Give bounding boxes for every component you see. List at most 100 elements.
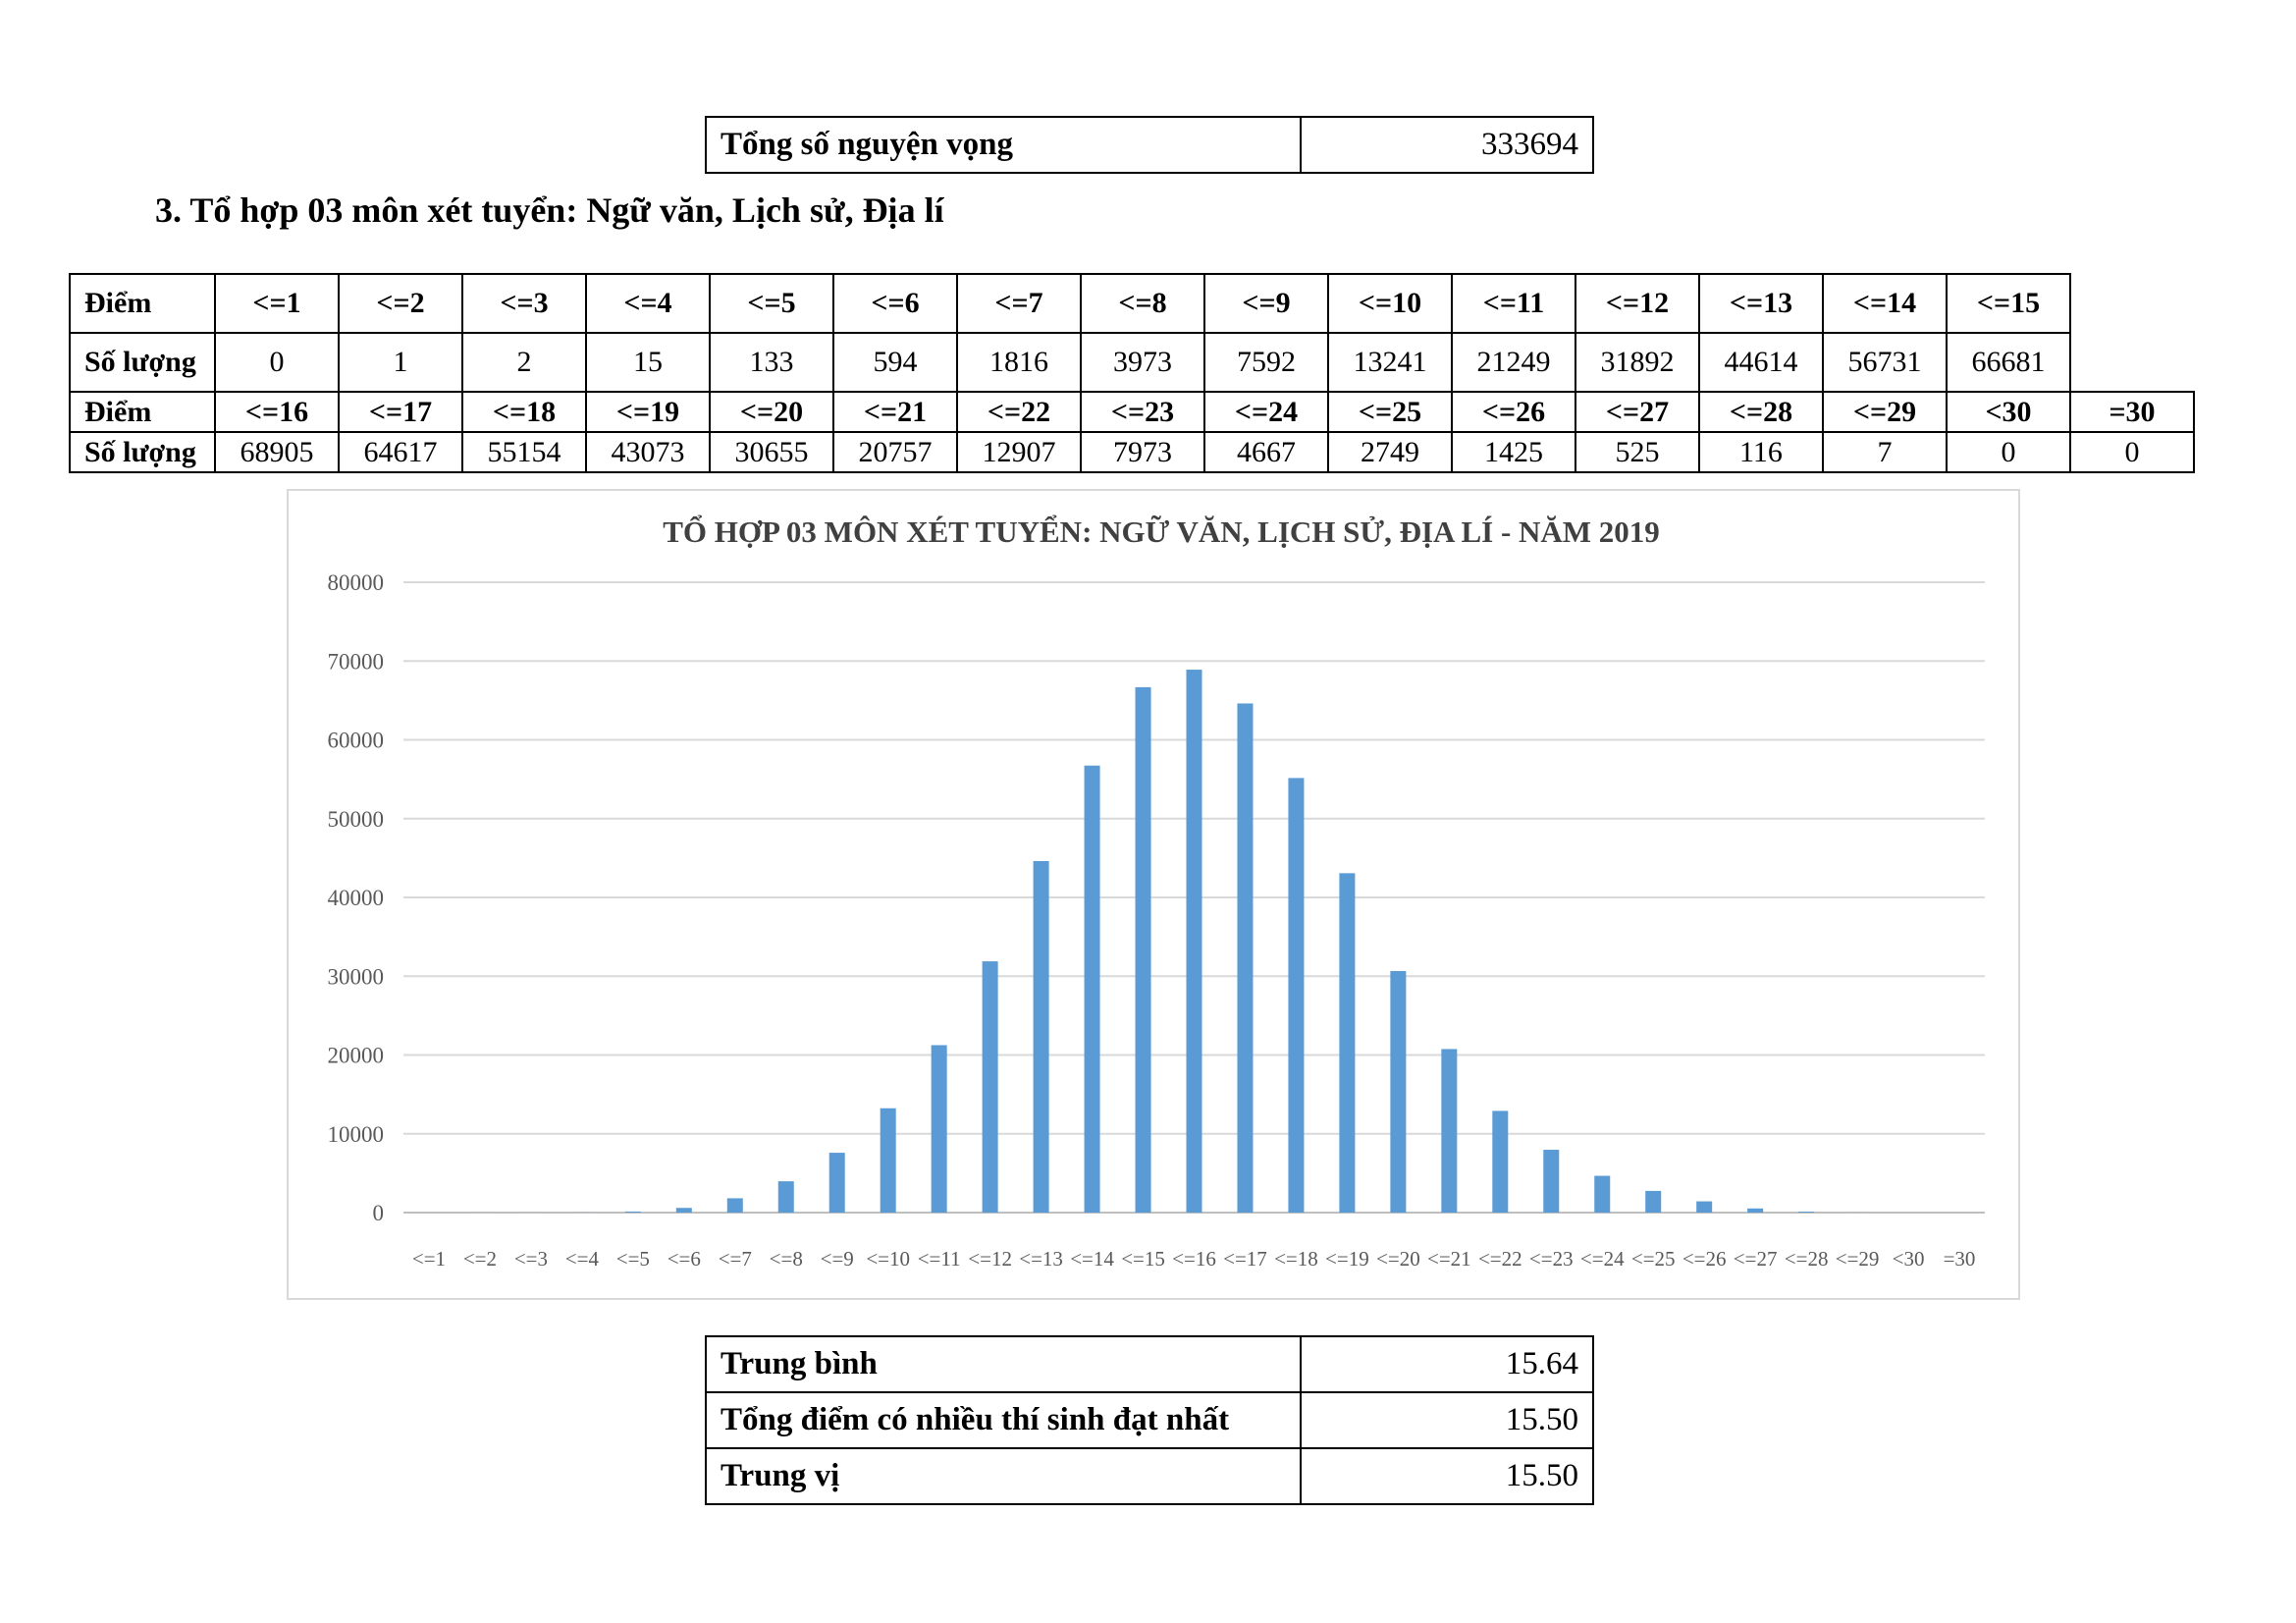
x-tick-label: <=27 bbox=[1734, 1247, 1778, 1271]
x-tick-label: <=15 bbox=[1121, 1247, 1165, 1271]
count-row-2: Số lượng 68905 64617 55154 43073 30655 20757 1… bbox=[69, 431, 2195, 473]
count-cell: 21249 bbox=[1451, 332, 1576, 393]
score-cell: <=17 bbox=[338, 391, 463, 433]
stats-label: Tổng điểm có nhiều thí sinh đạt nhất bbox=[705, 1391, 1302, 1449]
count-cell: 3973 bbox=[1080, 332, 1205, 393]
x-tick-label: <=9 bbox=[821, 1247, 854, 1271]
score-cell: <=21 bbox=[832, 391, 958, 433]
score-cell: <=4 bbox=[585, 273, 711, 334]
x-tick-label: <=20 bbox=[1376, 1247, 1420, 1271]
section-heading: 3. Tổ hợp 03 môn xét tuyển: Ngữ văn, Lịc… bbox=[155, 190, 944, 230]
x-tick-label: =30 bbox=[1944, 1247, 1976, 1271]
bar bbox=[777, 1181, 794, 1213]
score-cell: <=12 bbox=[1575, 273, 1700, 334]
score-cell: <=18 bbox=[461, 391, 587, 433]
chart-container: TỔ HỢP 03 MÔN XÉT TUYỂN: NGỮ VĂN, LỊCH S… bbox=[287, 489, 2020, 1300]
score-cell: <=1 bbox=[214, 273, 340, 334]
bar bbox=[1390, 970, 1407, 1213]
bar bbox=[1747, 1208, 1764, 1213]
count-cell: 20757 bbox=[832, 431, 958, 473]
x-tick-label: <=10 bbox=[866, 1247, 910, 1271]
bar bbox=[1441, 1049, 1458, 1213]
stats-label: Trung bình bbox=[705, 1335, 1302, 1393]
x-tick-label: <=14 bbox=[1070, 1247, 1114, 1271]
score-cell: <=28 bbox=[1698, 391, 1824, 433]
bar bbox=[1492, 1110, 1509, 1213]
y-tick-label: 60000 bbox=[328, 729, 385, 753]
x-tick-label: <=2 bbox=[463, 1247, 497, 1271]
score-cell: <=23 bbox=[1080, 391, 1205, 433]
count-cell: 1425 bbox=[1451, 431, 1576, 473]
count-cell: 4667 bbox=[1203, 431, 1329, 473]
x-tick-label: <=8 bbox=[770, 1247, 803, 1271]
stats-value: 15.50 bbox=[1300, 1447, 1594, 1505]
bar bbox=[1135, 686, 1151, 1213]
score-cell: <=14 bbox=[1822, 273, 1948, 334]
x-tick-label: <=24 bbox=[1580, 1247, 1625, 1271]
count-cell: 2 bbox=[461, 332, 587, 393]
count-row-label: Số lượng bbox=[69, 431, 216, 473]
score-cell: <=11 bbox=[1451, 273, 1576, 334]
score-cell: <=29 bbox=[1822, 391, 1948, 433]
count-cell: 525 bbox=[1575, 431, 1700, 473]
score-cell: <=3 bbox=[461, 273, 587, 334]
x-tick-label: <=22 bbox=[1478, 1247, 1522, 1271]
stats-row: Tổng điểm có nhiều thí sinh đạt nhất 15.5… bbox=[705, 1391, 1594, 1449]
empty-cell bbox=[2070, 274, 2194, 333]
count-cell: 66681 bbox=[1946, 332, 2071, 393]
total-wishes-value: 333694 bbox=[1300, 116, 1594, 174]
stats-label: Trung vị bbox=[705, 1447, 1302, 1505]
score-cell: <=27 bbox=[1575, 391, 1700, 433]
count-cell: 15 bbox=[585, 332, 711, 393]
y-tick-label: 80000 bbox=[328, 570, 385, 595]
total-wishes-row: Tổng số nguyện vọng 333694 bbox=[705, 116, 1594, 174]
statistics-table: Trung bình 15.64 Tổng điểm có nhiều thí si… bbox=[705, 1335, 1594, 1505]
stats-row: Trung bình 15.64 bbox=[705, 1335, 1594, 1393]
bar bbox=[1696, 1201, 1713, 1213]
y-tick-label: 50000 bbox=[328, 807, 385, 832]
count-cell: 12907 bbox=[956, 431, 1082, 473]
count-cell: 2749 bbox=[1327, 431, 1453, 473]
x-tick-label: <=5 bbox=[616, 1247, 650, 1271]
score-cell: <=25 bbox=[1327, 391, 1453, 433]
x-tick-label: <=17 bbox=[1223, 1247, 1267, 1271]
score-cell: <=19 bbox=[585, 391, 711, 433]
x-tick-label: <=21 bbox=[1427, 1247, 1471, 1271]
y-tick-label: 0 bbox=[373, 1201, 385, 1225]
x-tick-label: <=18 bbox=[1274, 1247, 1318, 1271]
y-tick-label: 70000 bbox=[328, 649, 385, 674]
score-row-label: Điểm bbox=[69, 391, 216, 433]
x-tick-label: <=11 bbox=[918, 1247, 961, 1271]
count-cell: 55154 bbox=[461, 431, 587, 473]
score-cell: <=10 bbox=[1327, 273, 1453, 334]
x-tick-label: <=6 bbox=[667, 1247, 701, 1271]
count-cell: 64617 bbox=[338, 431, 463, 473]
count-row-label: Số lượng bbox=[69, 332, 216, 393]
empty-cell bbox=[2070, 333, 2194, 392]
score-cell: =30 bbox=[2069, 391, 2195, 433]
chart-title: TỔ HỢP 03 MÔN XÉT TUYỂN: NGỮ VĂN, LỊCH S… bbox=[663, 514, 1660, 549]
total-wishes-label: Tổng số nguyện vọng bbox=[705, 116, 1302, 174]
score-cell: <=20 bbox=[709, 391, 834, 433]
bar bbox=[1186, 670, 1202, 1213]
score-cell: <=13 bbox=[1698, 273, 1824, 334]
score-cell: <=15 bbox=[1946, 273, 2071, 334]
count-cell: 0 bbox=[214, 332, 340, 393]
x-axis-ticks: <=1 <=2 <=3 <=4 <=5 <=6 <=7 <=8 <=9 <=10 <=11 <=12 <… bbox=[412, 1247, 1976, 1271]
y-axis-ticks: 0 10000 20000 30000 40000 50000 60000 70000 8000… bbox=[328, 570, 385, 1225]
bar bbox=[1543, 1150, 1560, 1213]
count-cell: 1816 bbox=[956, 332, 1082, 393]
bar bbox=[1645, 1190, 1662, 1213]
count-cell: 7 bbox=[1822, 431, 1948, 473]
y-tick-label: 30000 bbox=[328, 964, 385, 989]
count-cell: 43073 bbox=[585, 431, 711, 473]
score-cell: <=9 bbox=[1203, 273, 1329, 334]
bar bbox=[624, 1211, 641, 1213]
score-cell: <=7 bbox=[956, 273, 1082, 334]
score-cell: <=22 bbox=[956, 391, 1082, 433]
x-tick-label: <=12 bbox=[968, 1247, 1012, 1271]
score-row-label: Điểm bbox=[69, 273, 216, 334]
y-tick-label: 10000 bbox=[328, 1122, 385, 1147]
bar bbox=[982, 961, 998, 1213]
count-cell: 1 bbox=[338, 332, 463, 393]
